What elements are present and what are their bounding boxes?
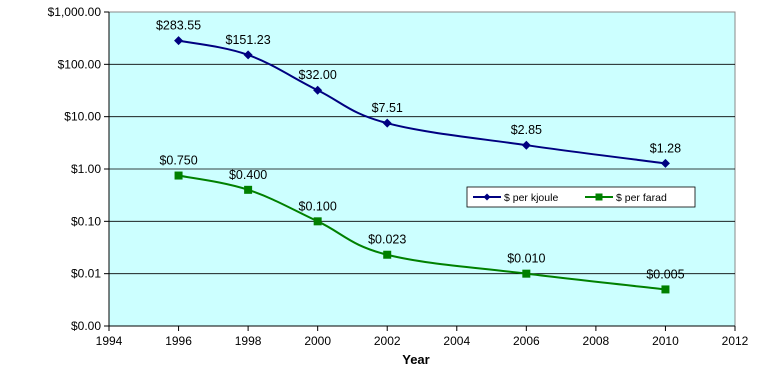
data-labels: $283.55 $151.23 $32.00 $7.51 $2.85 $1.28 $0.75… (156, 19, 685, 282)
data-label-farad: $0.005 (646, 267, 684, 281)
data-label-farad: $0.010 (507, 252, 545, 266)
data-label-kjoule: $151.23 (226, 33, 271, 47)
legend-marker-farad (595, 193, 603, 201)
data-label-kjoule: $2.85 (511, 123, 542, 137)
legend-label-farad: $ per farad (616, 192, 667, 204)
legend-marker-kjoule (483, 193, 491, 201)
data-point-farad (661, 285, 670, 294)
x-tick-label: 2010 (652, 334, 679, 348)
data-point-kjoule (313, 85, 323, 95)
data-label-farad: $0.023 (368, 233, 406, 247)
x-tick-label: 2008 (583, 334, 610, 348)
data-point-farad (244, 185, 253, 194)
data-point-kjoule (243, 50, 253, 60)
data-label-farad: $0.400 (229, 168, 267, 182)
x-tick-label: 2000 (304, 334, 331, 348)
legend: $ per kjoule $ per farad (466, 186, 696, 208)
y-tick-label: $1.00 (71, 162, 101, 176)
data-point-farad (313, 217, 322, 226)
y-tick-label: $100.00 (58, 57, 102, 71)
x-tick-label: 2004 (443, 334, 470, 348)
x-tick-label: 2012 (722, 334, 749, 348)
y-tick-label: $1,000.00 (48, 5, 102, 19)
data-point-farad (522, 269, 531, 278)
data-point-farad (383, 250, 392, 259)
x-tick-label: 1996 (165, 334, 192, 348)
data-label-farad: $0.750 (159, 154, 197, 168)
x-tick-label: 2002 (374, 334, 401, 348)
legend-label-kjoule: $ per kjoule (504, 192, 558, 204)
data-label-kjoule: $1.28 (650, 141, 681, 155)
x-axis-title: Year (402, 352, 429, 367)
data-label-kjoule: $283.55 (156, 19, 201, 33)
axes: $0.00 $0.01 $0.10 $1.00 $10.00 $100.00 $1,000.… (48, 5, 749, 348)
x-tick-label: 1998 (235, 334, 262, 348)
data-label-kjoule: $32.00 (299, 68, 337, 82)
y-tick-label: $0.10 (71, 214, 101, 228)
data-label-kjoule: $7.51 (372, 101, 403, 115)
y-tick-label: $0.00 (71, 319, 101, 333)
data-point-kjoule (174, 36, 184, 46)
data-point-kjoule (660, 158, 670, 168)
data-point-kjoule (521, 140, 531, 150)
legend-box (466, 186, 696, 208)
y-tick-label: $0.01 (71, 267, 101, 281)
data-label-farad: $0.100 (299, 199, 337, 213)
series-layer (174, 36, 670, 294)
data-point-kjoule (382, 118, 392, 128)
x-tick-label: 2006 (513, 334, 540, 348)
x-tick-label: 1994 (96, 334, 123, 348)
data-point-farad (174, 171, 183, 180)
gridlines (109, 63, 735, 275)
y-tick-label: $10.00 (64, 110, 101, 124)
